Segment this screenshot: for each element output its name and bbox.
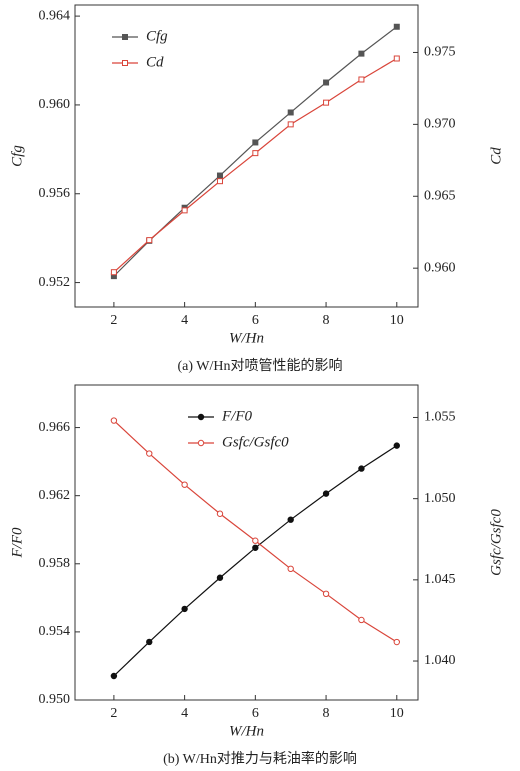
marker	[322, 490, 330, 497]
x-tick-label: 4	[181, 706, 188, 721]
legend-marker	[122, 60, 128, 66]
y-tick-label: 0.956	[39, 186, 71, 201]
y-tick-label: 0.966	[39, 420, 71, 435]
legend-label: Cfg	[146, 28, 168, 44]
marker	[393, 442, 400, 449]
marker	[252, 139, 259, 146]
legend-label: Gsfc/Gsfc0	[222, 434, 289, 450]
series-line	[113, 420, 398, 643]
x-tick-label: 2	[110, 706, 117, 721]
marker	[146, 450, 153, 457]
x-tick-label: 4	[181, 313, 188, 328]
marker	[110, 269, 117, 276]
marker	[110, 672, 118, 680]
marker	[181, 605, 188, 613]
x-axis-label: W/Hn	[229, 330, 264, 346]
y2-tick-label: 0.965	[424, 188, 456, 203]
marker	[216, 510, 224, 517]
x-tick-label: 10	[390, 313, 404, 328]
marker	[287, 109, 294, 116]
x-tick-label: 2	[110, 313, 117, 328]
marker	[323, 99, 330, 106]
marker	[252, 150, 259, 157]
marker	[323, 79, 330, 86]
marker	[252, 537, 259, 544]
marker	[216, 574, 224, 581]
x-axis-label: W/Hn	[229, 723, 264, 739]
caption: (b) W/Hn对推力与耗油率的影响	[163, 750, 357, 767]
legend-marker	[197, 413, 205, 421]
y-tick-label: 0.958	[39, 556, 71, 571]
y-tick-label: 0.954	[39, 624, 71, 639]
marker	[110, 417, 118, 424]
marker	[358, 616, 365, 624]
x-tick-label: 8	[323, 706, 330, 721]
x-tick-label: 6	[252, 313, 259, 328]
legend-label: F/F0	[221, 408, 252, 424]
x-tick-label: 10	[390, 706, 404, 721]
marker	[146, 237, 153, 244]
marker	[393, 23, 400, 30]
marker	[358, 465, 365, 472]
marker	[287, 565, 294, 573]
marker	[181, 207, 188, 214]
y-tick-label: 0.964	[39, 8, 71, 23]
marker	[252, 544, 259, 551]
plot-frame	[74, 4, 419, 308]
y2-axis-label: Cd	[488, 147, 504, 165]
series-line	[113, 57, 398, 273]
y-axis-label: F/F0	[9, 527, 25, 558]
legend-marker	[122, 34, 128, 40]
marker	[358, 76, 365, 83]
marker	[393, 638, 400, 646]
legend-marker	[197, 439, 205, 447]
y2-tick-label: 0.975	[424, 45, 456, 60]
y-tick-label: 0.952	[39, 275, 71, 290]
marker	[216, 178, 223, 185]
legend-label: Cd	[146, 54, 164, 70]
plot-frame	[74, 384, 419, 701]
marker	[146, 638, 153, 646]
y2-tick-label: 1.045	[424, 572, 456, 587]
y-tick-label: 0.960	[39, 97, 71, 112]
caption: (a) W/Hn对喷管性能的影响	[178, 358, 343, 374]
marker	[181, 481, 188, 488]
marker	[287, 121, 294, 128]
y-tick-label: 0.962	[39, 488, 71, 503]
y-tick-label: 0.950	[39, 692, 71, 707]
marker	[322, 590, 330, 598]
y2-tick-label: 1.055	[424, 410, 456, 425]
series-line	[113, 445, 398, 677]
marker	[287, 516, 294, 523]
y-axis-label: Cfg	[9, 145, 25, 167]
x-tick-label: 8	[323, 313, 330, 328]
y2-axis-label: Gsfc/Gsfc0	[488, 509, 504, 576]
x-tick-label: 6	[252, 706, 259, 721]
y2-tick-label: 0.960	[424, 260, 456, 275]
marker	[216, 172, 223, 179]
marker	[358, 50, 365, 57]
y2-tick-label: 1.050	[424, 491, 456, 506]
marker	[393, 55, 400, 62]
y2-tick-label: 0.970	[424, 117, 456, 132]
y2-tick-label: 1.040	[424, 653, 456, 668]
